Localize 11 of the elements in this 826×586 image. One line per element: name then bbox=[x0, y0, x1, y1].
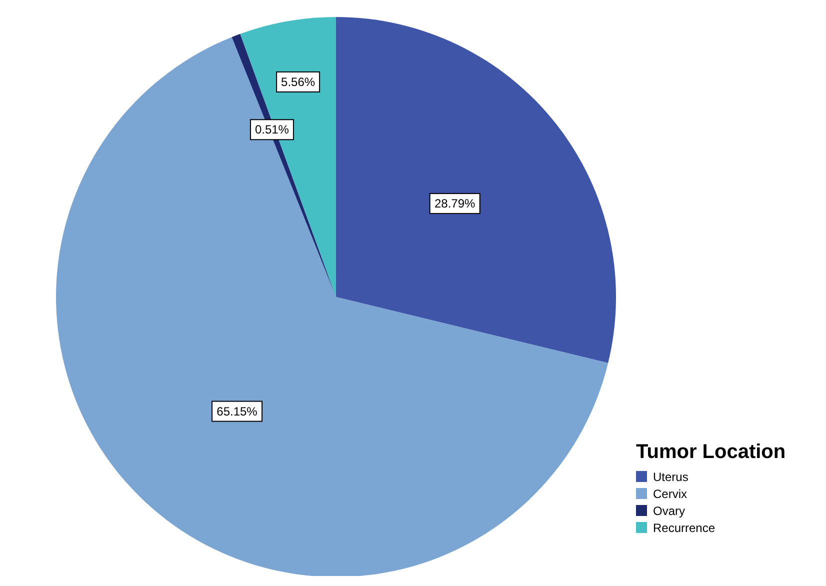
pie-slice bbox=[56, 37, 608, 576]
data-label: 65.15% bbox=[216, 404, 258, 418]
data-label: 5.56% bbox=[281, 74, 316, 89]
legend-label: Cervix bbox=[653, 486, 688, 500]
legend-label: Recurrence bbox=[653, 520, 716, 534]
pie-slice bbox=[336, 17, 616, 363]
legend-label: Uterus bbox=[653, 470, 688, 484]
legend-label: Ovary bbox=[653, 504, 686, 518]
data-label: 0.51% bbox=[254, 122, 290, 137]
data-label: 28.79% bbox=[434, 196, 476, 211]
legend-title: Tumor Location bbox=[636, 441, 787, 464]
